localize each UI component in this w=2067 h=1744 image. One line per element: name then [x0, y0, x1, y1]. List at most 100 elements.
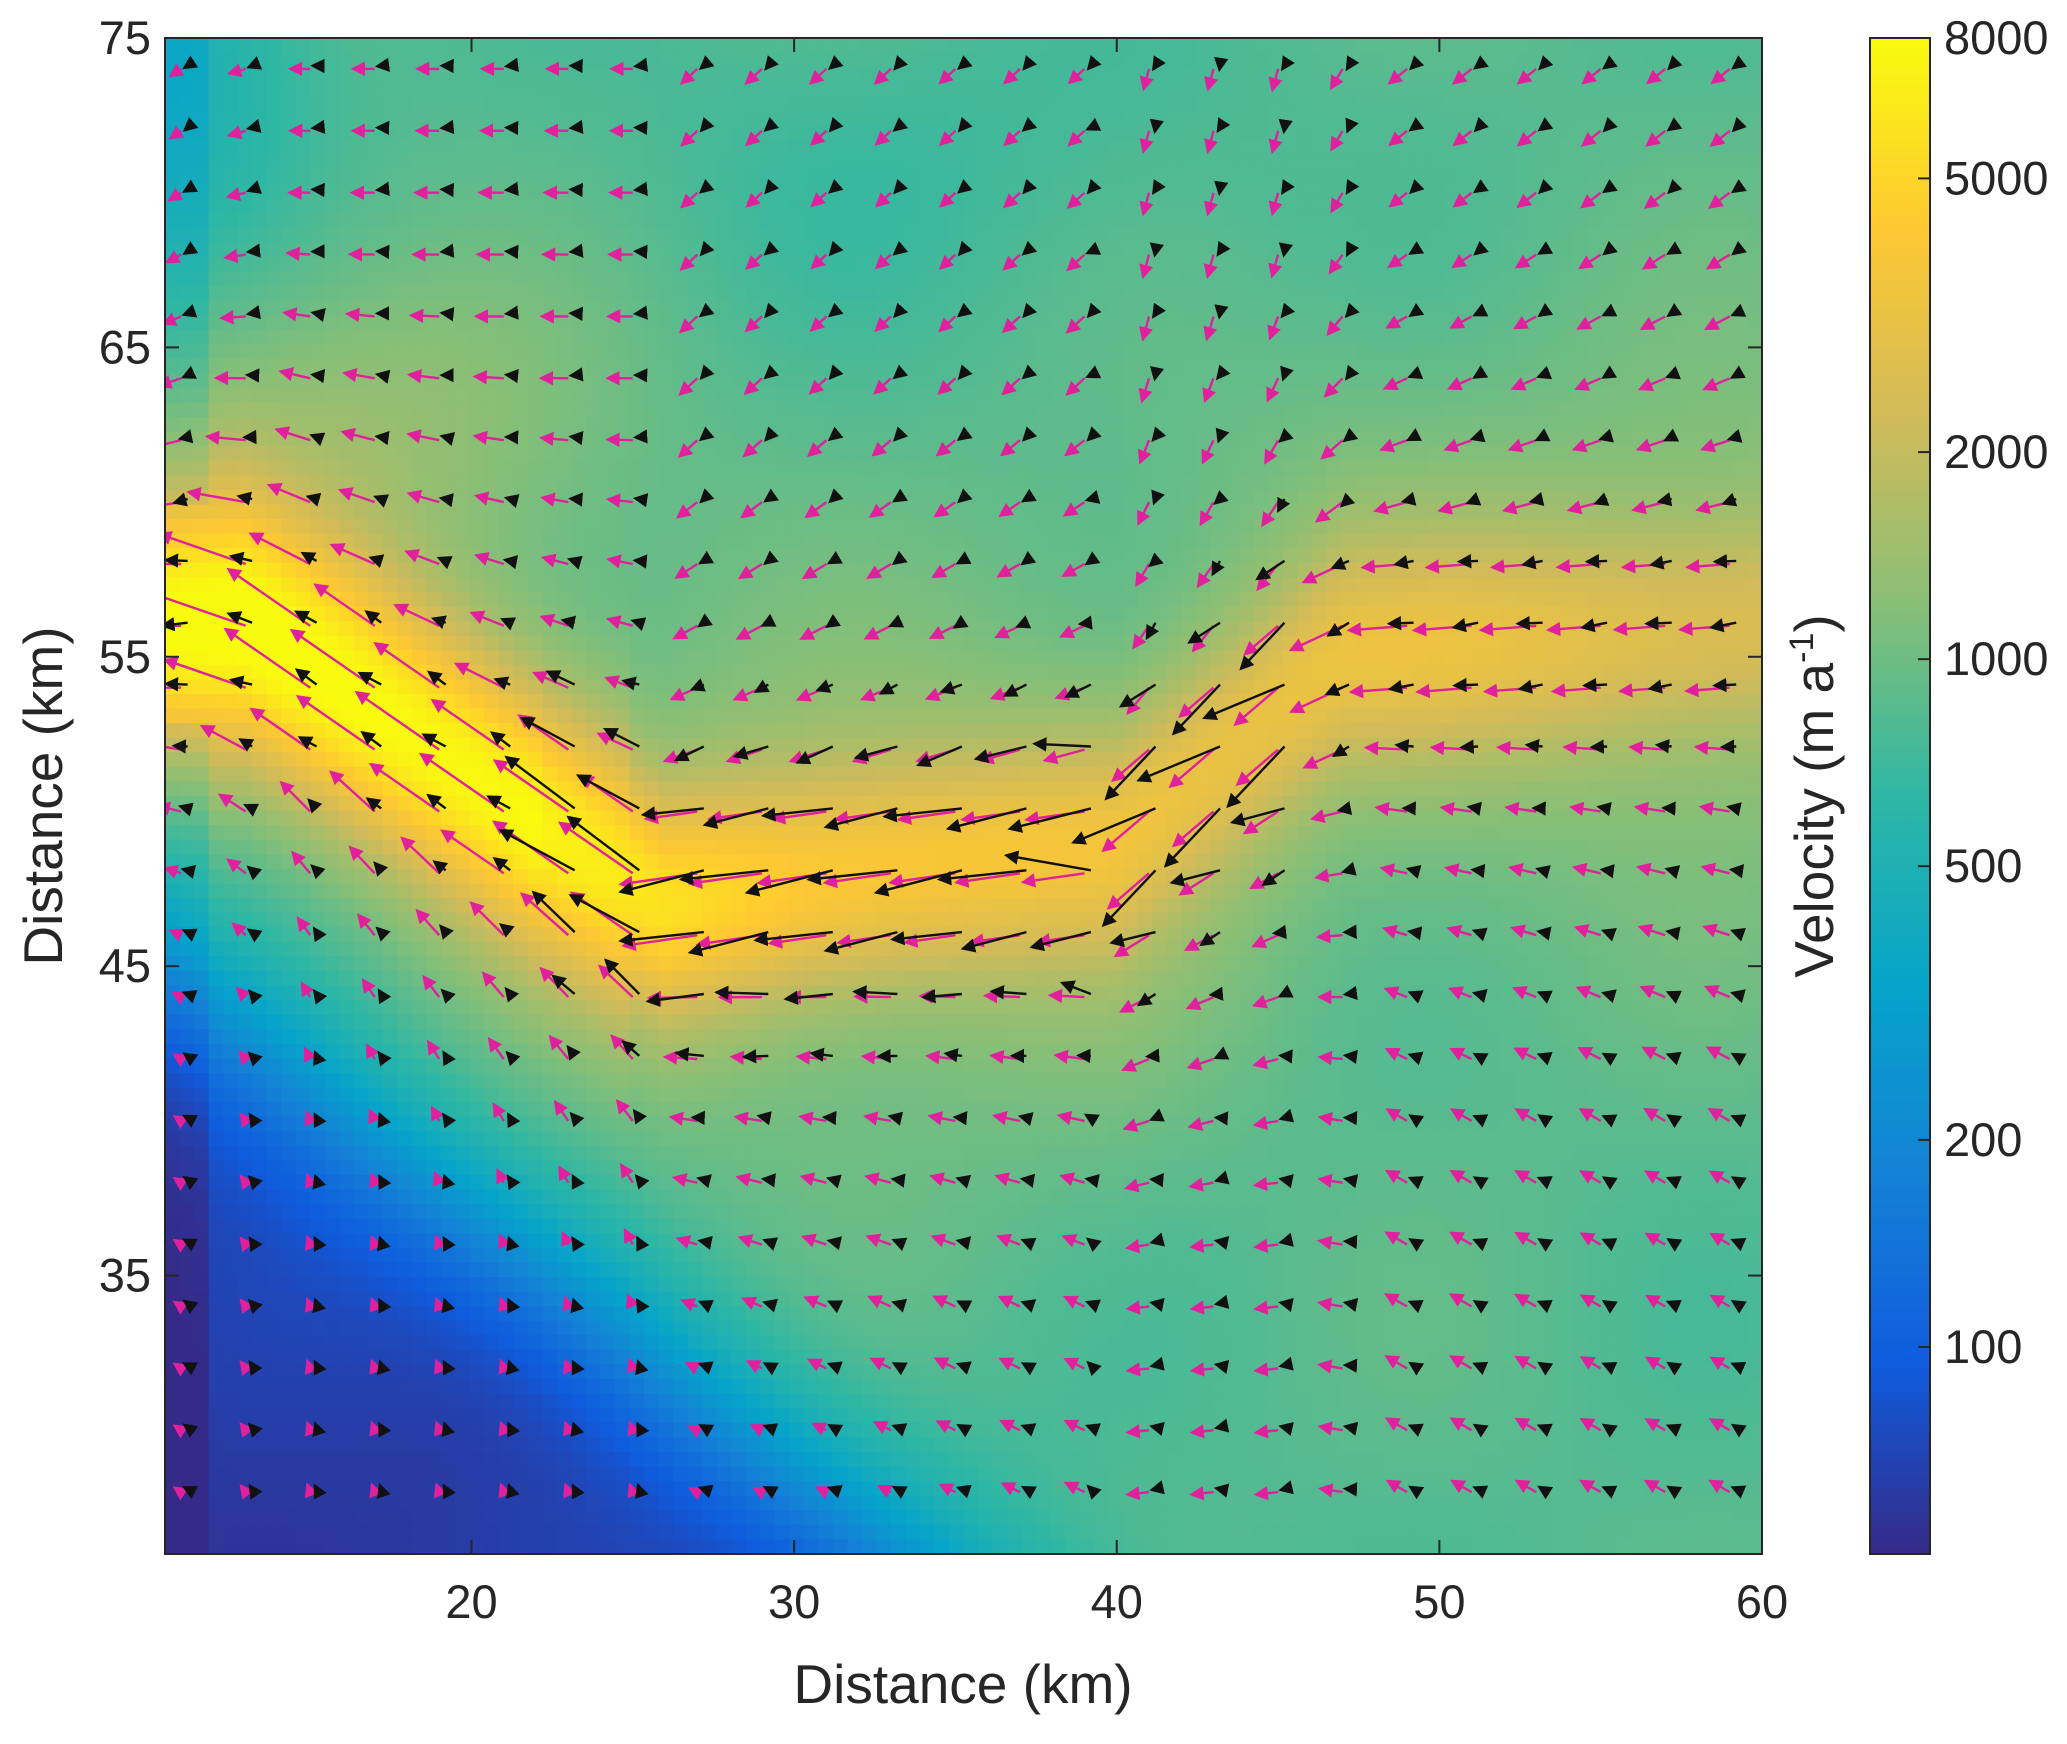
velocity-cell — [1660, 329, 1676, 345]
velocity-cell — [1544, 154, 1560, 170]
velocity-cell — [774, 548, 791, 564]
velocity-cell — [1297, 504, 1313, 520]
velocity-cell — [194, 519, 210, 535]
velocity-cell — [252, 125, 268, 141]
velocity-cell — [1616, 125, 1633, 141]
velocity-cell — [644, 504, 660, 520]
velocity-cell — [484, 271, 500, 287]
velocity-cell — [963, 373, 979, 389]
velocity-cell — [1442, 489, 1458, 506]
velocity-cell — [1210, 154, 1226, 170]
velocity-cell — [455, 431, 471, 447]
velocity-cell — [1544, 96, 1560, 112]
velocity-cell — [1413, 212, 1429, 229]
velocity-cell — [513, 387, 529, 404]
velocity-cell — [368, 315, 384, 331]
velocity-cell — [310, 621, 326, 637]
velocity-cell — [339, 577, 355, 593]
velocity-cell — [1616, 212, 1633, 229]
velocity-cell — [1718, 110, 1734, 127]
velocity-cell — [237, 417, 253, 433]
velocity-cell — [716, 533, 732, 549]
velocity-cell — [890, 227, 907, 243]
velocity-cell — [1747, 96, 1762, 112]
velocity-cell — [1413, 329, 1429, 345]
velocity-cell — [600, 110, 616, 127]
velocity-cell — [252, 52, 268, 68]
velocity-cell — [1253, 67, 1270, 83]
velocity-cell — [934, 242, 950, 258]
velocity-cell — [1544, 431, 1560, 447]
velocity-cell — [208, 256, 224, 273]
velocity-cell — [440, 256, 457, 273]
velocity-cell — [644, 431, 660, 447]
velocity-cell — [194, 533, 210, 549]
velocity-cell — [397, 212, 413, 229]
velocity-cell — [1065, 373, 1081, 389]
velocity-cell — [1050, 81, 1066, 98]
velocity-cell — [411, 154, 428, 170]
velocity-cell — [1253, 591, 1270, 608]
velocity-cell — [1689, 679, 1705, 695]
velocity-cell — [949, 198, 965, 214]
velocity-cell — [789, 562, 805, 579]
velocity-cell — [600, 446, 616, 462]
velocity-cell — [1239, 67, 1255, 83]
velocity-cell — [426, 446, 442, 462]
velocity-cell — [644, 635, 660, 652]
velocity-cell — [716, 285, 732, 302]
velocity-cell — [1413, 256, 1429, 273]
velocity-cell — [992, 577, 1008, 593]
velocity-cell — [1050, 504, 1066, 520]
velocity-cell — [774, 577, 791, 593]
velocity-cell — [1428, 300, 1444, 316]
velocity-cell — [1036, 169, 1052, 185]
velocity-cell — [571, 402, 587, 418]
velocity-cell — [397, 300, 413, 316]
velocity-cell — [484, 475, 500, 491]
velocity-cell — [1674, 387, 1691, 404]
velocity-cell — [1587, 475, 1604, 491]
velocity-cell — [832, 140, 849, 156]
velocity-cell — [600, 621, 616, 637]
velocity-cell — [1282, 431, 1299, 447]
velocity-cell — [861, 460, 878, 477]
velocity-cell — [1486, 460, 1502, 477]
velocity-cell — [1224, 606, 1241, 622]
velocity-cell — [528, 548, 544, 564]
velocity-cell — [542, 577, 558, 593]
velocity-cell — [339, 256, 355, 273]
velocity-cell — [513, 591, 529, 608]
velocity-cell — [542, 227, 558, 243]
velocity-cell — [586, 431, 602, 447]
velocity-cell — [934, 591, 950, 608]
velocity-cell — [1558, 577, 1574, 593]
velocity-cell — [992, 650, 1008, 666]
velocity-cell — [1428, 183, 1444, 200]
velocity-cell — [803, 591, 820, 608]
velocity-cell — [1471, 315, 1487, 331]
velocity-cell — [1457, 475, 1473, 491]
velocity-cell — [571, 417, 587, 433]
velocity-cell — [789, 140, 805, 156]
velocity-cell — [978, 52, 994, 68]
velocity-cell — [1674, 242, 1691, 258]
velocity-cell — [1631, 212, 1647, 229]
velocity-cell — [1050, 431, 1066, 447]
velocity-cell — [1239, 140, 1255, 156]
velocity-cell — [440, 315, 457, 331]
velocity-cell — [1239, 125, 1255, 141]
velocity-cell — [1210, 635, 1226, 652]
velocity-cell — [1311, 154, 1328, 170]
velocity-cell — [1123, 315, 1139, 331]
velocity-cell — [1311, 256, 1328, 273]
velocity-cell — [1616, 169, 1633, 185]
velocity-cell — [1529, 256, 1545, 273]
velocity-cell — [1123, 329, 1139, 345]
velocity-cell — [919, 417, 936, 433]
velocity-cell — [600, 417, 616, 433]
velocity-cell — [673, 373, 689, 389]
velocity-cell — [1036, 315, 1052, 331]
velocity-cell — [1297, 212, 1313, 229]
velocity-cell — [586, 242, 602, 258]
